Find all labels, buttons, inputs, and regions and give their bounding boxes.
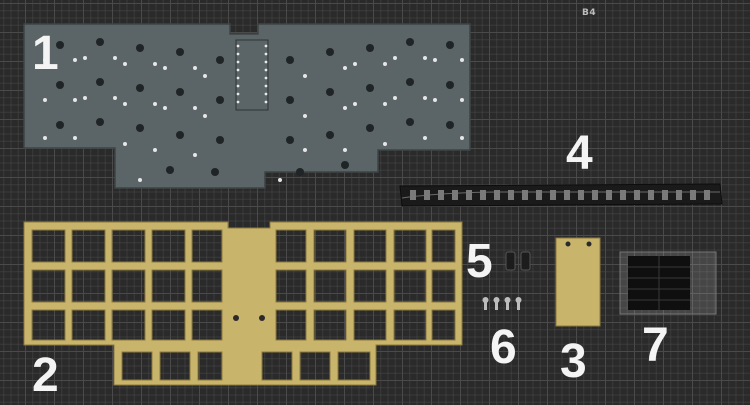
label-plate: 2 <box>32 349 59 402</box>
mat-marking: B4 <box>582 8 597 18</box>
label-bumpers: 7 <box>642 319 669 372</box>
brass-plate <box>23 221 463 386</box>
label-screws: 6 <box>490 321 517 374</box>
pcb-board <box>23 23 471 189</box>
label-led-strip: 4 <box>566 127 593 180</box>
rubber-bumpers <box>619 251 717 315</box>
label-standoffs: 5 <box>466 235 493 288</box>
label-bottom-plate: 3 <box>560 335 587 388</box>
standoffs <box>505 251 531 271</box>
bottom-plate <box>555 237 601 327</box>
led-strip <box>399 183 723 207</box>
screws <box>482 297 522 310</box>
label-pcb: 1 <box>32 27 59 80</box>
